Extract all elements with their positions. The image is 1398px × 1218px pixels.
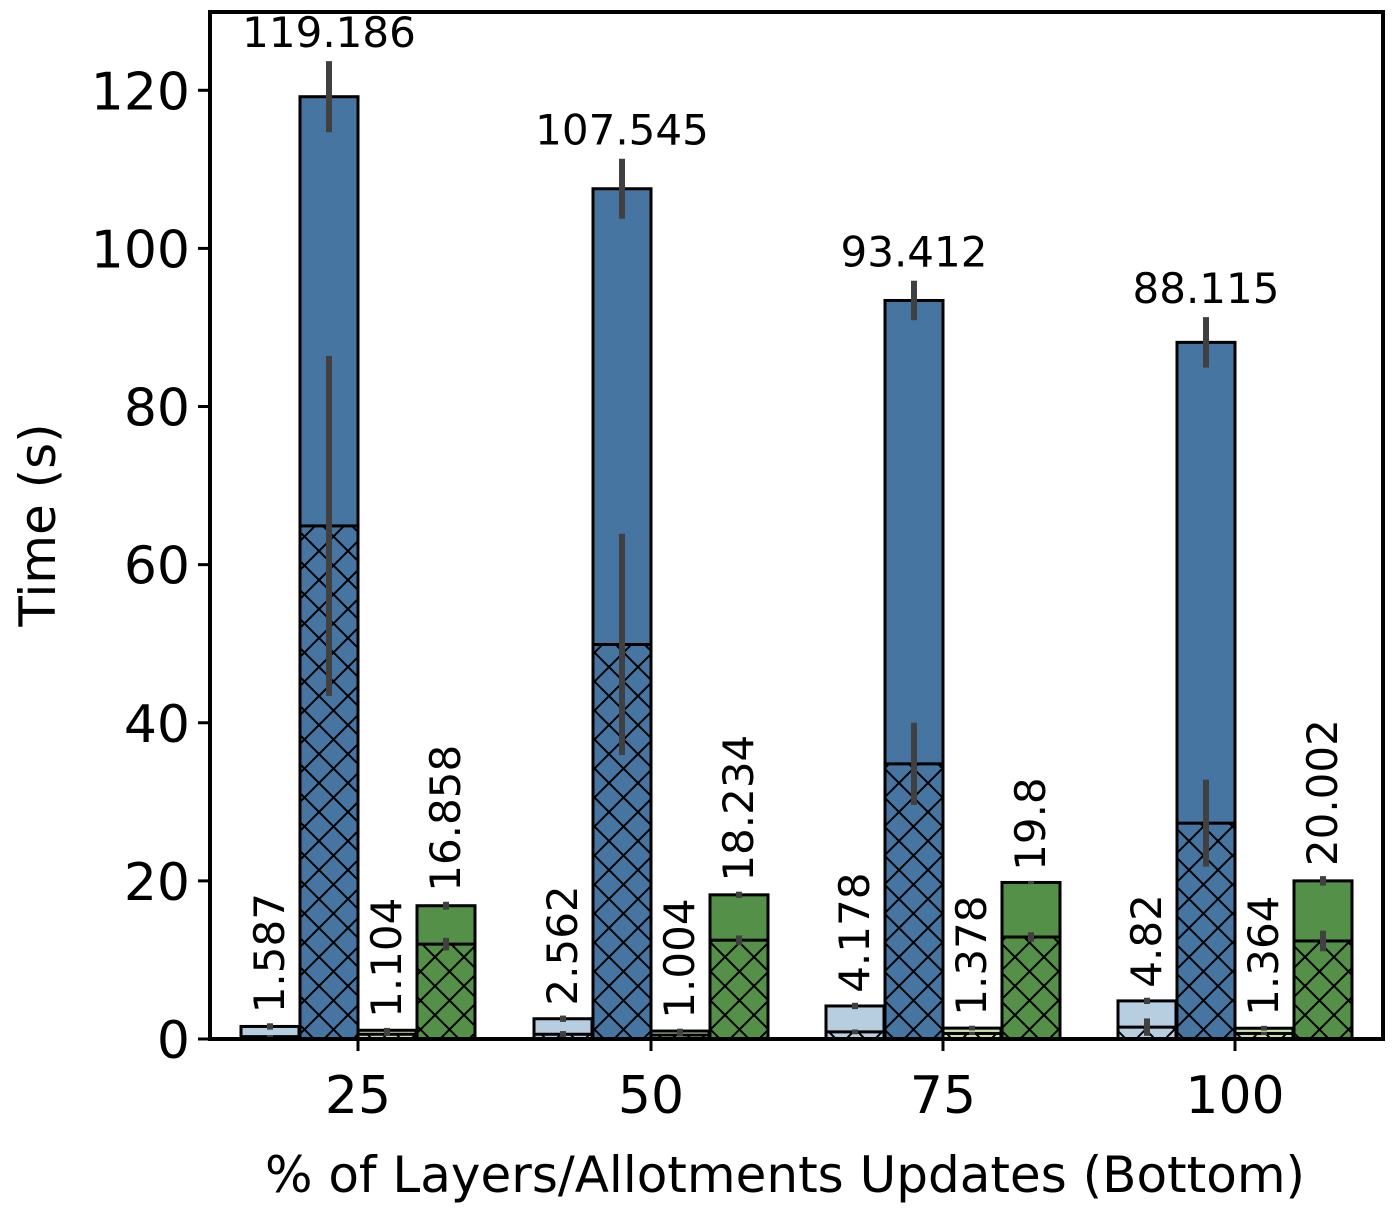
hatch-pattern-s3-c2 [1002,937,1060,1039]
data-label-s3-c0: 16.858 [421,745,470,892]
hatch-pattern-s0-c2 [826,1031,884,1039]
data-label-s2-c2: 1.378 [947,895,996,1015]
data-label-s0-c0: 1.587 [245,893,294,1013]
data-label-s2-c1: 1.004 [655,898,704,1018]
data-label-s1-c2: 93.412 [841,228,988,277]
plot-area-frame [208,10,1385,1041]
data-label-s0-c3: 4.82 [1122,894,1171,988]
y-tick-label-6: 120 [91,62,190,122]
hatch-pattern-s3-c0 [417,944,475,1039]
x-tick-label-2: 75 [910,1066,976,1126]
y-tick-label-3: 60 [124,537,190,597]
axes-layer: 0 20 40 60 80 100 120 25 50 75 100 [91,62,1285,1126]
bars-layer: 1.587 2.562 4.178 4.82 119.186 107.545 93.412 8… [239,8,1354,1041]
data-label-s1-c0: 119.186 [242,8,416,57]
y-tick-label-0: 0 [157,1011,190,1071]
hatch-pattern-s1-c2 [885,763,943,1039]
data-label-s0-c2: 4.178 [830,873,879,993]
x-axis-label: % of Layers/Allotments Updates (Bottom) [265,1146,1305,1204]
data-label-s2-c0: 1.104 [362,898,411,1018]
y-tick-label-4: 80 [124,379,190,439]
hatch-pattern-s3-c1 [710,940,768,1039]
data-label-s2-c3: 1.364 [1239,896,1288,1016]
y-axis-label: Time (s) [9,423,67,627]
hatch-pattern-s2-c3 [1235,1033,1293,1039]
data-label-s0-c1: 2.562 [538,885,587,1005]
y-tick-label-1: 20 [124,853,190,913]
data-label-s1-c3: 88.115 [1133,264,1280,313]
hatch-pattern-s3-c3 [1294,940,1352,1039]
y-tick-label-5: 100 [91,220,190,280]
y-tick-label-2: 40 [124,695,190,755]
x-tick-label-1: 50 [618,1066,684,1126]
hatch-pattern-s2-c2 [943,1033,1001,1039]
hatch-pattern-s2-c0 [358,1034,416,1039]
data-label-s1-c1: 107.545 [535,106,709,155]
data-label-s3-c1: 18.234 [714,735,763,882]
data-label-s3-c3: 20.002 [1298,719,1347,866]
x-tick-label-3: 100 [1185,1066,1284,1126]
data-label-s3-c2: 19.8 [1006,777,1055,871]
x-tick-label-0: 25 [325,1066,391,1126]
